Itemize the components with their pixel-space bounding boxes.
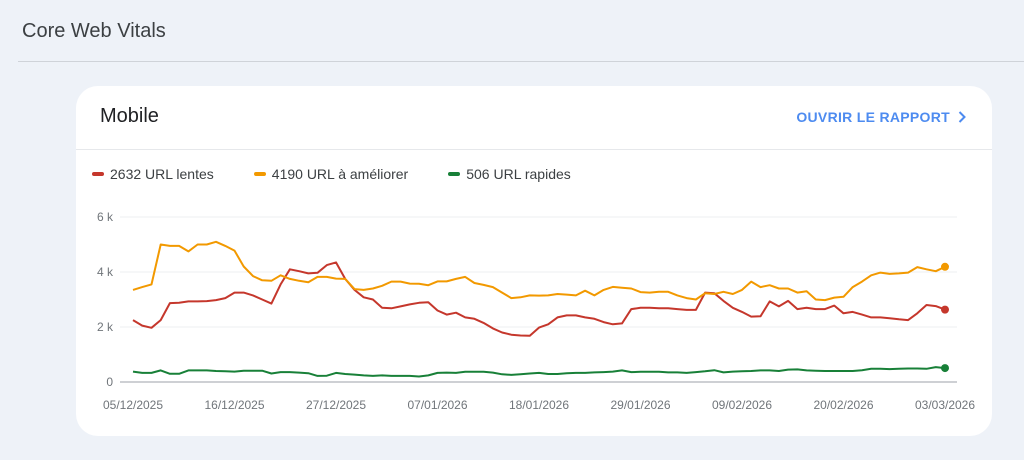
header-divider: [18, 61, 1024, 62]
legend-label: 4190 URL à améliorer: [271, 166, 409, 182]
x-tick-label: 09/02/2026: [712, 398, 772, 412]
y-tick-label: 2 k: [97, 320, 114, 334]
series-line-0: [132, 261, 946, 337]
x-tick-label: 20/02/2026: [813, 398, 873, 412]
x-tick-label: 05/12/2025: [103, 398, 163, 412]
legend-swatch: [253, 172, 266, 176]
legend-item-fast[interactable]: 506 URL rapides: [448, 166, 571, 182]
card-divider: [76, 149, 992, 150]
series-endpoint-0[interactable]: [941, 305, 949, 314]
chevron-right-icon: [958, 111, 966, 123]
x-tick-label: 27/12/2025: [306, 398, 366, 412]
legend-swatch: [448, 172, 461, 176]
legend-item-needs-improvement[interactable]: 4190 URL à améliorer: [253, 166, 409, 182]
y-tick-label: 0: [106, 375, 113, 389]
x-tick-label: 03/03/2026: [915, 398, 975, 412]
y-tick-label: 4 k: [97, 265, 114, 279]
legend-label: 2632 URL lentes: [110, 166, 214, 182]
series-line-1: [132, 240, 946, 302]
legend-label: 506 URL rapides: [466, 166, 571, 182]
legend-item-slow[interactable]: 2632 URL lentes: [92, 166, 214, 182]
mobile-card: Mobile OUVRIR LE RAPPORT 2632 URL lentes…: [76, 86, 992, 436]
x-tick-label: 07/01/2026: [407, 398, 467, 412]
open-report-button[interactable]: OUVRIR LE RAPPORT: [796, 109, 966, 125]
legend-swatch: [92, 172, 104, 176]
x-tick-label: 18/01/2026: [509, 398, 569, 412]
y-tick-label: 6 k: [97, 210, 114, 224]
x-tick-label: 16/12/2025: [204, 398, 264, 412]
chart-legend: 2632 URL lentes 4190 URL à améliorer 506…: [92, 166, 571, 182]
series-endpoint-1[interactable]: [941, 262, 949, 271]
open-report-label: OUVRIR LE RAPPORT: [796, 109, 950, 125]
card-title: Mobile: [100, 105, 159, 127]
x-tick-label: 29/01/2026: [610, 398, 670, 412]
series-line-2: [132, 366, 946, 378]
page-title: Core Web Vitals: [22, 20, 166, 42]
series-endpoint-2[interactable]: [941, 364, 949, 373]
